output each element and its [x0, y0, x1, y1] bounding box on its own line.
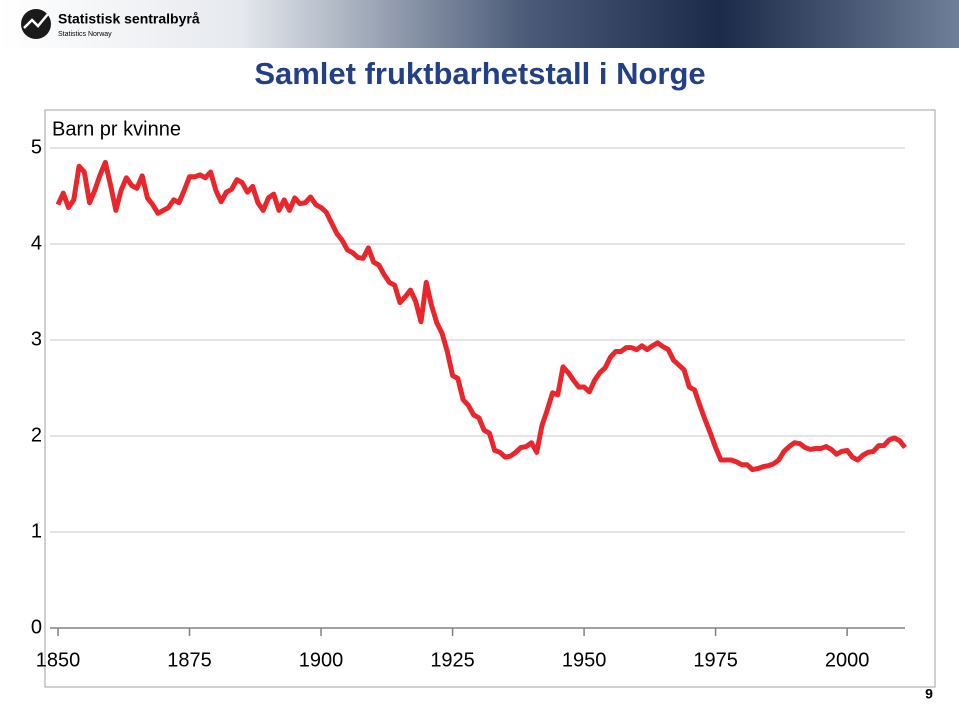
- y-tick-label: 0: [31, 616, 42, 638]
- x-tick-label: 1875: [167, 649, 212, 671]
- x-tick-label: 1975: [693, 649, 738, 671]
- logo-sub: Statistics Norway: [58, 31, 112, 38]
- logo-name: Statistisk sentralbyrå: [58, 11, 200, 27]
- y-tick-label: 2: [31, 424, 42, 446]
- y-tick-label: 5: [31, 136, 42, 158]
- y-axis-label: Barn pr kvinne: [52, 118, 181, 140]
- y-tick-label: 1: [31, 520, 42, 542]
- data-line: [55, 159, 907, 473]
- x-tick-label: 2000: [825, 649, 870, 671]
- x-tick-label: 1950: [562, 649, 607, 671]
- chart-title: Samlet fruktbarhetstall i Norge: [254, 56, 705, 91]
- logo-mark: [23, 13, 49, 29]
- y-tick-label: 4: [31, 232, 42, 254]
- page-number: 9: [925, 686, 933, 702]
- x-tick-label: 1900: [299, 649, 344, 671]
- y-tick-label: 3: [31, 328, 42, 350]
- x-tick-label: 1925: [430, 649, 475, 671]
- x-tick-label: 1850: [36, 649, 81, 671]
- chart-frame: [44, 109, 936, 688]
- header-band: [0, 0, 959, 48]
